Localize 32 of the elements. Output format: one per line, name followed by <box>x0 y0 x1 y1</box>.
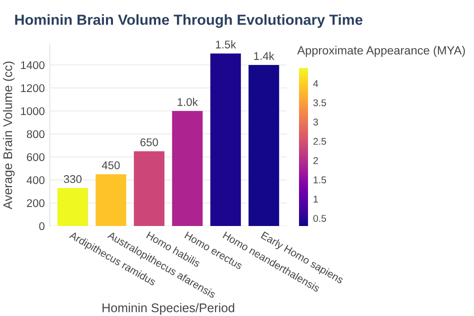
bar <box>57 188 88 226</box>
y-tick-label: 0 <box>39 222 44 230</box>
color-bar-label: 1.5 <box>314 176 326 184</box>
y-tick-label: 800 <box>26 130 44 138</box>
y-axis-title: Average Brain Volume (cc) <box>2 62 15 210</box>
y-tick-label: 600 <box>26 153 44 162</box>
color-bar-label: 3.5 <box>313 99 326 106</box>
color-bar-label: 4 <box>313 80 318 87</box>
bar <box>210 53 241 226</box>
color-bar-label: 2 <box>313 157 318 164</box>
color-bar-title: Approximate Appearance (MYA) <box>297 46 465 57</box>
data-label: 1.0k <box>178 98 198 106</box>
data-label: 650 <box>140 138 158 146</box>
data-label: 450 <box>102 161 120 170</box>
color-bar-label: 1 <box>314 196 318 202</box>
y-tick-label: 400 <box>26 176 44 184</box>
y-tick-label: 1200 <box>21 84 44 92</box>
y-tick-label: 200 <box>26 199 44 208</box>
bar <box>248 64 280 226</box>
data-label: 1.5k <box>216 40 236 48</box>
color-bar-label: 0.5 <box>313 214 326 222</box>
y-tick-label: 1000 <box>21 107 44 116</box>
y-tick-label: 1400 <box>21 61 44 70</box>
bar <box>96 174 126 226</box>
x-axis-title: Hominin Species/Period <box>102 303 234 315</box>
bar <box>172 110 203 226</box>
chart-title: Hominin Brain Volume Through Evolutionary Time <box>15 14 362 28</box>
data-label: 330 <box>64 175 82 184</box>
color-bar-label: 3 <box>313 118 318 126</box>
data-label: 1.4k <box>254 52 274 60</box>
color-bar-label: 2.5 <box>313 138 326 145</box>
bar <box>134 151 164 226</box>
